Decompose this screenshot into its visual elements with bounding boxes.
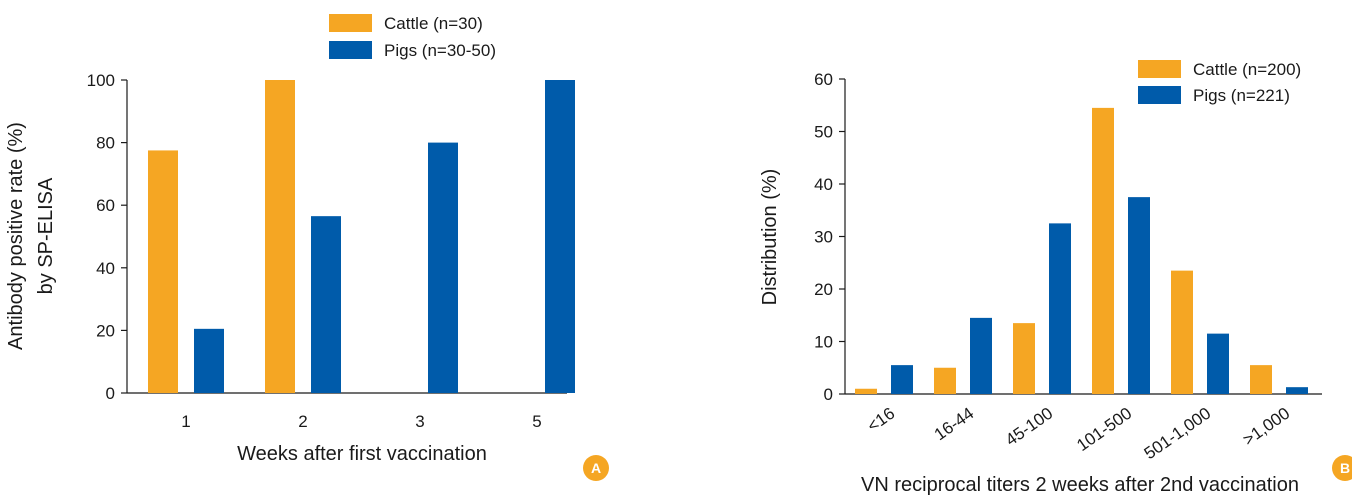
panel-a-legend-swatch [329, 41, 372, 59]
panel-a-x-tick-label: 5 [532, 412, 541, 431]
panel-b-badge [1332, 455, 1352, 481]
panel-a-badge [583, 455, 609, 481]
panel-a-legend: Cattle (n=30) Pigs (n=30-50) [329, 14, 496, 60]
panel-b-legend: Cattle (n=200) Pigs (n=221) [1138, 60, 1301, 105]
panel-b-chart: Cattle (n=200) Pigs (n=221) 0 10 20 30 40 50 60… [759, 60, 1352, 496]
panel-a-legend-label: Cattle (n=30) [384, 14, 483, 33]
panel-a-labels: 0 20 40 60 80 100 1 2 3 5 Weeks after first vaccin… [5, 71, 609, 481]
panel-b-x-tick-label: 101-500 [1073, 404, 1135, 455]
panel-b-bars [855, 107, 1308, 394]
panel-a-x-tick-label: 2 [298, 412, 307, 431]
panel-b-bar-cattle [1171, 270, 1193, 394]
panel-b-bar-pigs [1207, 333, 1229, 394]
panel-a-badge-label: A [591, 460, 601, 476]
panel-a-x-tick-label: 3 [415, 412, 424, 431]
panel-a-bar-pigs [311, 216, 341, 393]
panel-a-y-tick-label: 60 [96, 196, 115, 215]
panel-b-legend-label: Cattle (n=200) [1193, 60, 1301, 79]
panel-a-bar-pigs [545, 80, 575, 393]
panel-a-y-tick-label: 80 [96, 134, 115, 153]
panel-a-bar-cattle [148, 150, 178, 393]
panel-b-bar-cattle [934, 367, 956, 394]
panel-b-y-axis-label: Distribution (%) [759, 169, 781, 306]
panel-b-bar-cattle [1013, 323, 1035, 394]
panel-a-legend-swatch [329, 14, 372, 32]
panel-b-legend-swatch [1138, 86, 1181, 104]
panel-a-bar-cattle [265, 80, 295, 393]
panel-b-bar-cattle [1092, 107, 1114, 394]
panel-b-badge-label: B [1340, 460, 1350, 476]
panel-b-x-tick-label: >1,000 [1239, 404, 1293, 450]
panel-b-bar-pigs [1049, 223, 1071, 394]
panel-a-y-tick-label: 20 [96, 321, 115, 340]
panel-a-y-tick-label: 40 [96, 259, 115, 278]
panel-a-y-tick-label: 0 [106, 384, 115, 403]
panel-b-bar-cattle [855, 388, 877, 394]
panel-b-x-axis-label: VN reciprocal titers 2 weeks after 2nd v… [861, 474, 1299, 496]
panel-b-legend-swatch [1138, 60, 1181, 78]
panel-b-y-tick-label: 30 [814, 228, 833, 247]
panel-b-y-tick-label: 50 [814, 123, 833, 142]
panel-b-x-tick-label: <16 [864, 404, 899, 436]
panel-a-y-axis-label: Antibody positive rate (%) [5, 122, 27, 350]
panel-a-bar-pigs [194, 328, 224, 393]
panel-b-bar-pigs [1286, 387, 1308, 394]
panel-b-bar-cattle [1250, 365, 1272, 394]
panel-a-bars [148, 80, 575, 393]
panel-b-y-tick-label: 10 [814, 333, 833, 352]
panel-b-bar-pigs [970, 317, 992, 394]
panel-b-y-tick-label: 60 [814, 70, 833, 89]
panel-a-chart: Cattle (n=30) Pigs (n=30-50) 0 20 40 60 80 100… [5, 14, 609, 481]
panel-b-bar-pigs [1128, 197, 1150, 394]
panel-a-legend-label: Pigs (n=30-50) [384, 41, 496, 60]
panel-a-bar-pigs [428, 142, 458, 393]
panel-b-bar-pigs [891, 365, 913, 394]
panel-b-x-tick-label: 16-44 [931, 404, 978, 445]
panel-b-y-tick-label: 40 [814, 175, 833, 194]
panel-b-y-tick-label: 0 [824, 385, 833, 404]
panel-a-y-tick-label: 100 [87, 71, 115, 90]
panel-b-legend-label: Pigs (n=221) [1193, 86, 1290, 105]
panel-b-y-tick-label: 20 [814, 280, 833, 299]
panel-a-x-tick-label: 1 [181, 412, 190, 431]
panel-a-x-axis-label: Weeks after first vaccination [237, 443, 487, 465]
panel-b-axes [839, 78, 1322, 395]
panel-a-axes [121, 79, 567, 394]
panel-b-x-tick-label: 45-100 [1002, 404, 1056, 450]
panel-b-x-tick-label: 501-1,000 [1141, 404, 1215, 463]
panel-a-y-axis-label: by SP-ELISA [35, 177, 57, 294]
